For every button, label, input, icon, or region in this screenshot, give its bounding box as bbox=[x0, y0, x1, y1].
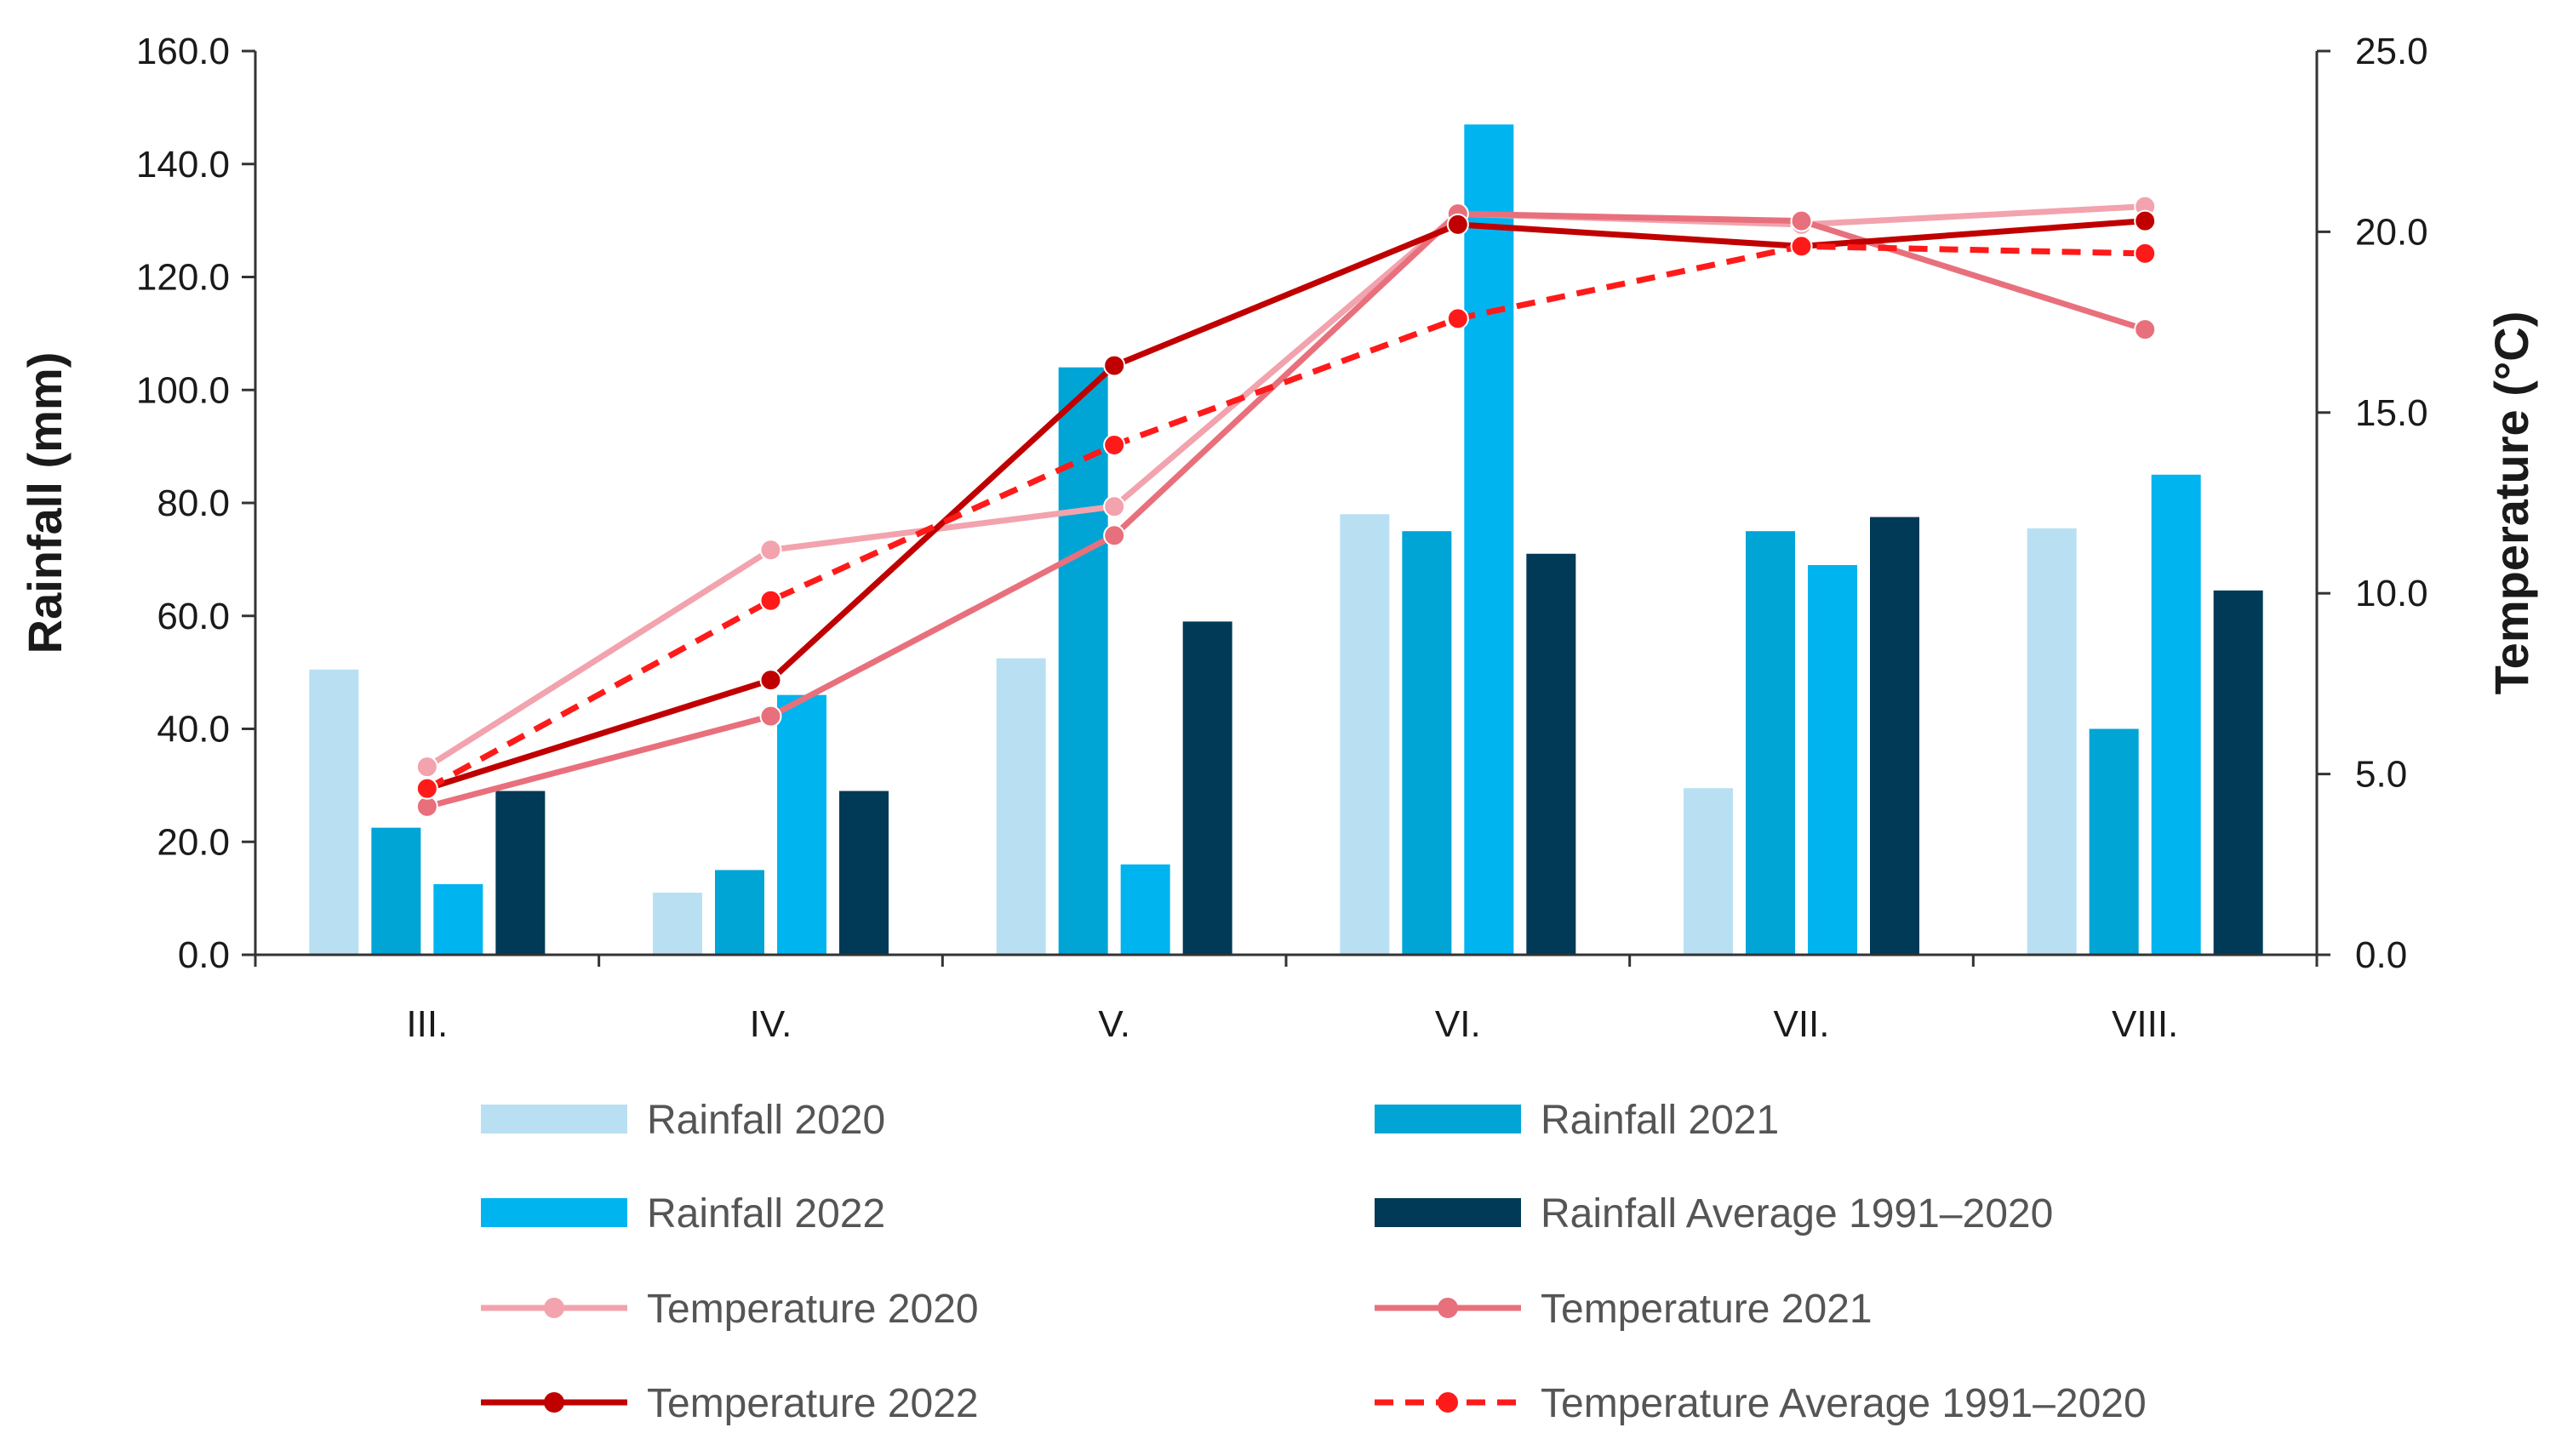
temperature-line bbox=[426, 210, 2147, 810]
bar bbox=[2089, 728, 2139, 955]
y-right-axis-title: Temperature (°C) bbox=[2485, 311, 2538, 695]
bar bbox=[1058, 367, 1108, 955]
right-tick-label: 5.0 bbox=[2355, 754, 2407, 796]
x-tick-label: V. bbox=[1098, 1003, 1130, 1045]
legend-marker bbox=[1438, 1392, 1458, 1413]
x-tick-label: III. bbox=[406, 1003, 448, 1045]
legend-marker bbox=[544, 1392, 564, 1413]
right-tick-label: 25.0 bbox=[2355, 31, 2428, 72]
bar bbox=[996, 658, 1046, 955]
temperature-point bbox=[415, 777, 438, 800]
temperature-point bbox=[759, 705, 782, 728]
temperature-point bbox=[1790, 235, 1813, 258]
bar bbox=[495, 791, 546, 955]
temperature-point bbox=[1790, 209, 1813, 232]
temperature-line bbox=[426, 243, 2146, 791]
left-tick-label: 160.0 bbox=[136, 31, 230, 72]
bar bbox=[1182, 621, 1232, 955]
legend-marker bbox=[544, 1298, 564, 1318]
bar bbox=[839, 791, 889, 955]
x-tick-label: VII. bbox=[1773, 1003, 1829, 1045]
left-tick-label: 0.0 bbox=[178, 934, 230, 976]
left-tick-label: 20.0 bbox=[157, 821, 230, 863]
temperature-point bbox=[1103, 495, 1126, 518]
temperature-point bbox=[1103, 524, 1126, 547]
bar bbox=[433, 884, 483, 955]
left-tick-label: 40.0 bbox=[157, 709, 230, 751]
left-tick-label: 60.0 bbox=[157, 596, 230, 637]
bar bbox=[1340, 514, 1390, 955]
bar bbox=[2027, 528, 2077, 955]
bar bbox=[1746, 531, 1795, 955]
legend-swatch bbox=[481, 1105, 627, 1133]
bar bbox=[2213, 590, 2263, 955]
legend-label: Temperature 2020 bbox=[647, 1287, 979, 1332]
legend-label: Temperature Average 1991–2020 bbox=[1541, 1381, 2147, 1426]
right-tick-label: 0.0 bbox=[2355, 934, 2407, 976]
left-tick-label: 100.0 bbox=[136, 369, 230, 411]
x-tick-label: VIII. bbox=[2112, 1003, 2178, 1045]
bar bbox=[1870, 517, 1919, 955]
bar bbox=[309, 669, 359, 955]
bar bbox=[715, 870, 764, 955]
legend-label: Rainfall Average 1991–2020 bbox=[1541, 1191, 2053, 1236]
x-tick-label: VI. bbox=[1435, 1003, 1481, 1045]
temperature-point bbox=[1103, 354, 1126, 377]
bar bbox=[1402, 531, 1452, 955]
legend-marker bbox=[1438, 1298, 1458, 1318]
legend-label: Rainfall 2020 bbox=[647, 1098, 885, 1143]
bar bbox=[1808, 565, 1857, 955]
left-tick-label: 120.0 bbox=[136, 257, 230, 299]
legend-label: Temperature 2021 bbox=[1541, 1287, 1873, 1332]
legend-swatch bbox=[481, 1198, 627, 1227]
temperature-point bbox=[415, 756, 438, 779]
legend-label: Rainfall 2021 bbox=[1541, 1098, 1779, 1143]
temperature-point bbox=[2134, 242, 2157, 265]
temperature-point bbox=[759, 669, 782, 692]
bar bbox=[777, 694, 826, 955]
left-tick-label: 140.0 bbox=[136, 144, 230, 186]
legend-label: Temperature 2022 bbox=[647, 1381, 979, 1426]
temperature-point bbox=[2134, 209, 2157, 232]
temperature-point bbox=[1103, 434, 1126, 457]
bar bbox=[1526, 553, 1576, 955]
bar bbox=[1464, 124, 1514, 956]
left-tick-label: 80.0 bbox=[157, 482, 230, 524]
temperature-point bbox=[759, 539, 782, 562]
temperature-point bbox=[1446, 307, 1469, 330]
right-tick-label: 15.0 bbox=[2355, 392, 2428, 434]
y-left-axis-title: Rainfall (mm) bbox=[18, 352, 71, 654]
bar bbox=[653, 892, 702, 955]
bar bbox=[371, 827, 421, 955]
legend-swatch bbox=[1375, 1105, 1521, 1133]
bar bbox=[1684, 788, 1733, 955]
temperature-line bbox=[426, 218, 2146, 791]
temperature-point bbox=[1446, 213, 1469, 236]
bar bbox=[2151, 474, 2201, 955]
temperature-line bbox=[425, 203, 2146, 770]
legend-swatch bbox=[1375, 1198, 1521, 1227]
right-tick-label: 20.0 bbox=[2355, 211, 2428, 253]
legend-label: Rainfall 2022 bbox=[647, 1191, 885, 1236]
x-tick-label: IV. bbox=[750, 1003, 792, 1045]
temperature-point bbox=[759, 589, 782, 612]
right-tick-label: 10.0 bbox=[2355, 573, 2428, 614]
temperature-point bbox=[2134, 318, 2157, 341]
bar bbox=[1120, 864, 1170, 955]
